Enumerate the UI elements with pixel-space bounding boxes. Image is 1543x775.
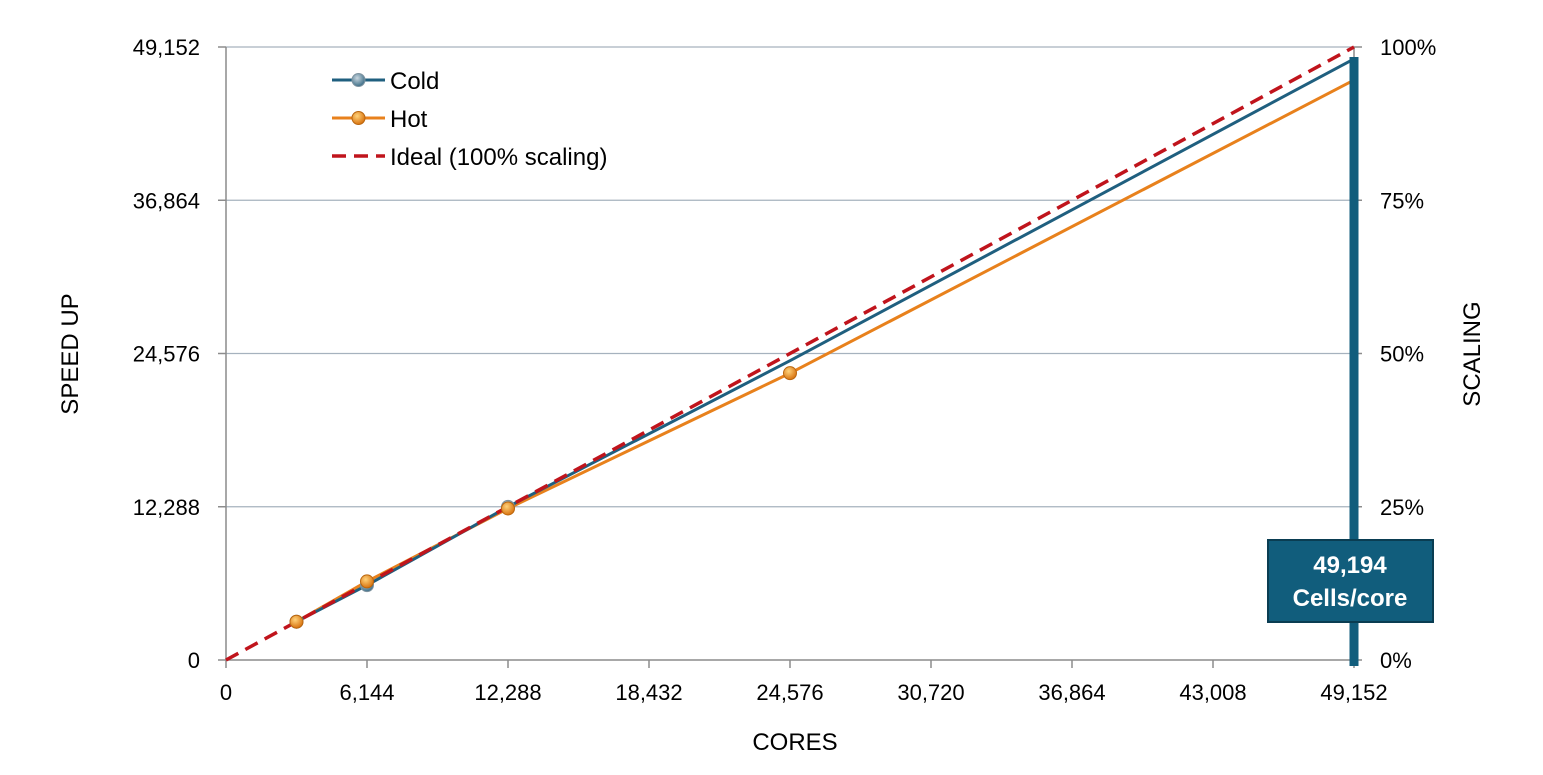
legend-marker — [351, 73, 366, 87]
callout-text: Cells/core — [1293, 585, 1408, 612]
callout-box — [1267, 539, 1434, 623]
x-tick-label: 12,288 — [474, 680, 541, 705]
legend-marker — [351, 111, 366, 125]
y-tick-label: 12,288 — [133, 495, 200, 520]
x-tick-label: 30,720 — [897, 680, 964, 705]
hot-marker — [501, 501, 515, 516]
y2-tick-label: 0% — [1380, 648, 1412, 673]
y-tick-label: 24,576 — [133, 342, 200, 367]
hot-marker — [360, 574, 374, 589]
axes — [218, 46, 1362, 668]
x-tick-label: 43,008 — [1179, 680, 1246, 705]
x-tick-labels: 0 6,144 12,288 18,432 24,576 30,720 36,864 43,0… — [220, 680, 1388, 705]
y-tick-label: 49,152 — [133, 35, 200, 60]
hot-marker — [289, 614, 304, 629]
y2-axis-title: SCALING — [1459, 301, 1486, 406]
callout-text: 49,194 — [1313, 552, 1387, 579]
y2-tick-label: 25% — [1380, 495, 1424, 520]
legend-label: Ideal (100% scaling) — [390, 144, 607, 171]
x-tick-label: 18,432 — [615, 680, 682, 705]
legend: Cold Hot Ideal (100% scaling) — [332, 68, 607, 171]
x-tick-label: 24,576 — [756, 680, 823, 705]
x-axis-title: CORES — [752, 729, 837, 756]
y2-tick-label: 100% — [1380, 35, 1436, 60]
gridlines — [226, 46, 1354, 508]
y-tick-label: 36,864 — [133, 188, 200, 213]
x-tick-label: 0 — [220, 680, 232, 705]
y-tick-label: 0 — [188, 648, 200, 673]
y2-tick-labels: 0% 25% 50% 75% 100% — [1380, 35, 1436, 673]
series-markers — [289, 366, 797, 629]
y-axis-title: SPEED UP — [57, 293, 84, 414]
x-tick-label: 49,152 — [1320, 680, 1387, 705]
series-line-ideal — [225, 45, 1355, 662]
legend-label: Cold — [390, 68, 439, 95]
x-tick-label: 36,864 — [1038, 680, 1105, 705]
x-tick-label: 6,144 — [339, 680, 394, 705]
y2-tick-label: 75% — [1380, 188, 1424, 213]
scaling-callout: 49,194 Cells/core — [1267, 57, 1434, 666]
y2-tick-label: 50% — [1380, 342, 1424, 367]
hot-marker — [783, 366, 797, 381]
y-tick-labels: 0 12,288 24,576 36,864 49,152 — [133, 35, 200, 673]
legend-label: Hot — [390, 106, 428, 133]
